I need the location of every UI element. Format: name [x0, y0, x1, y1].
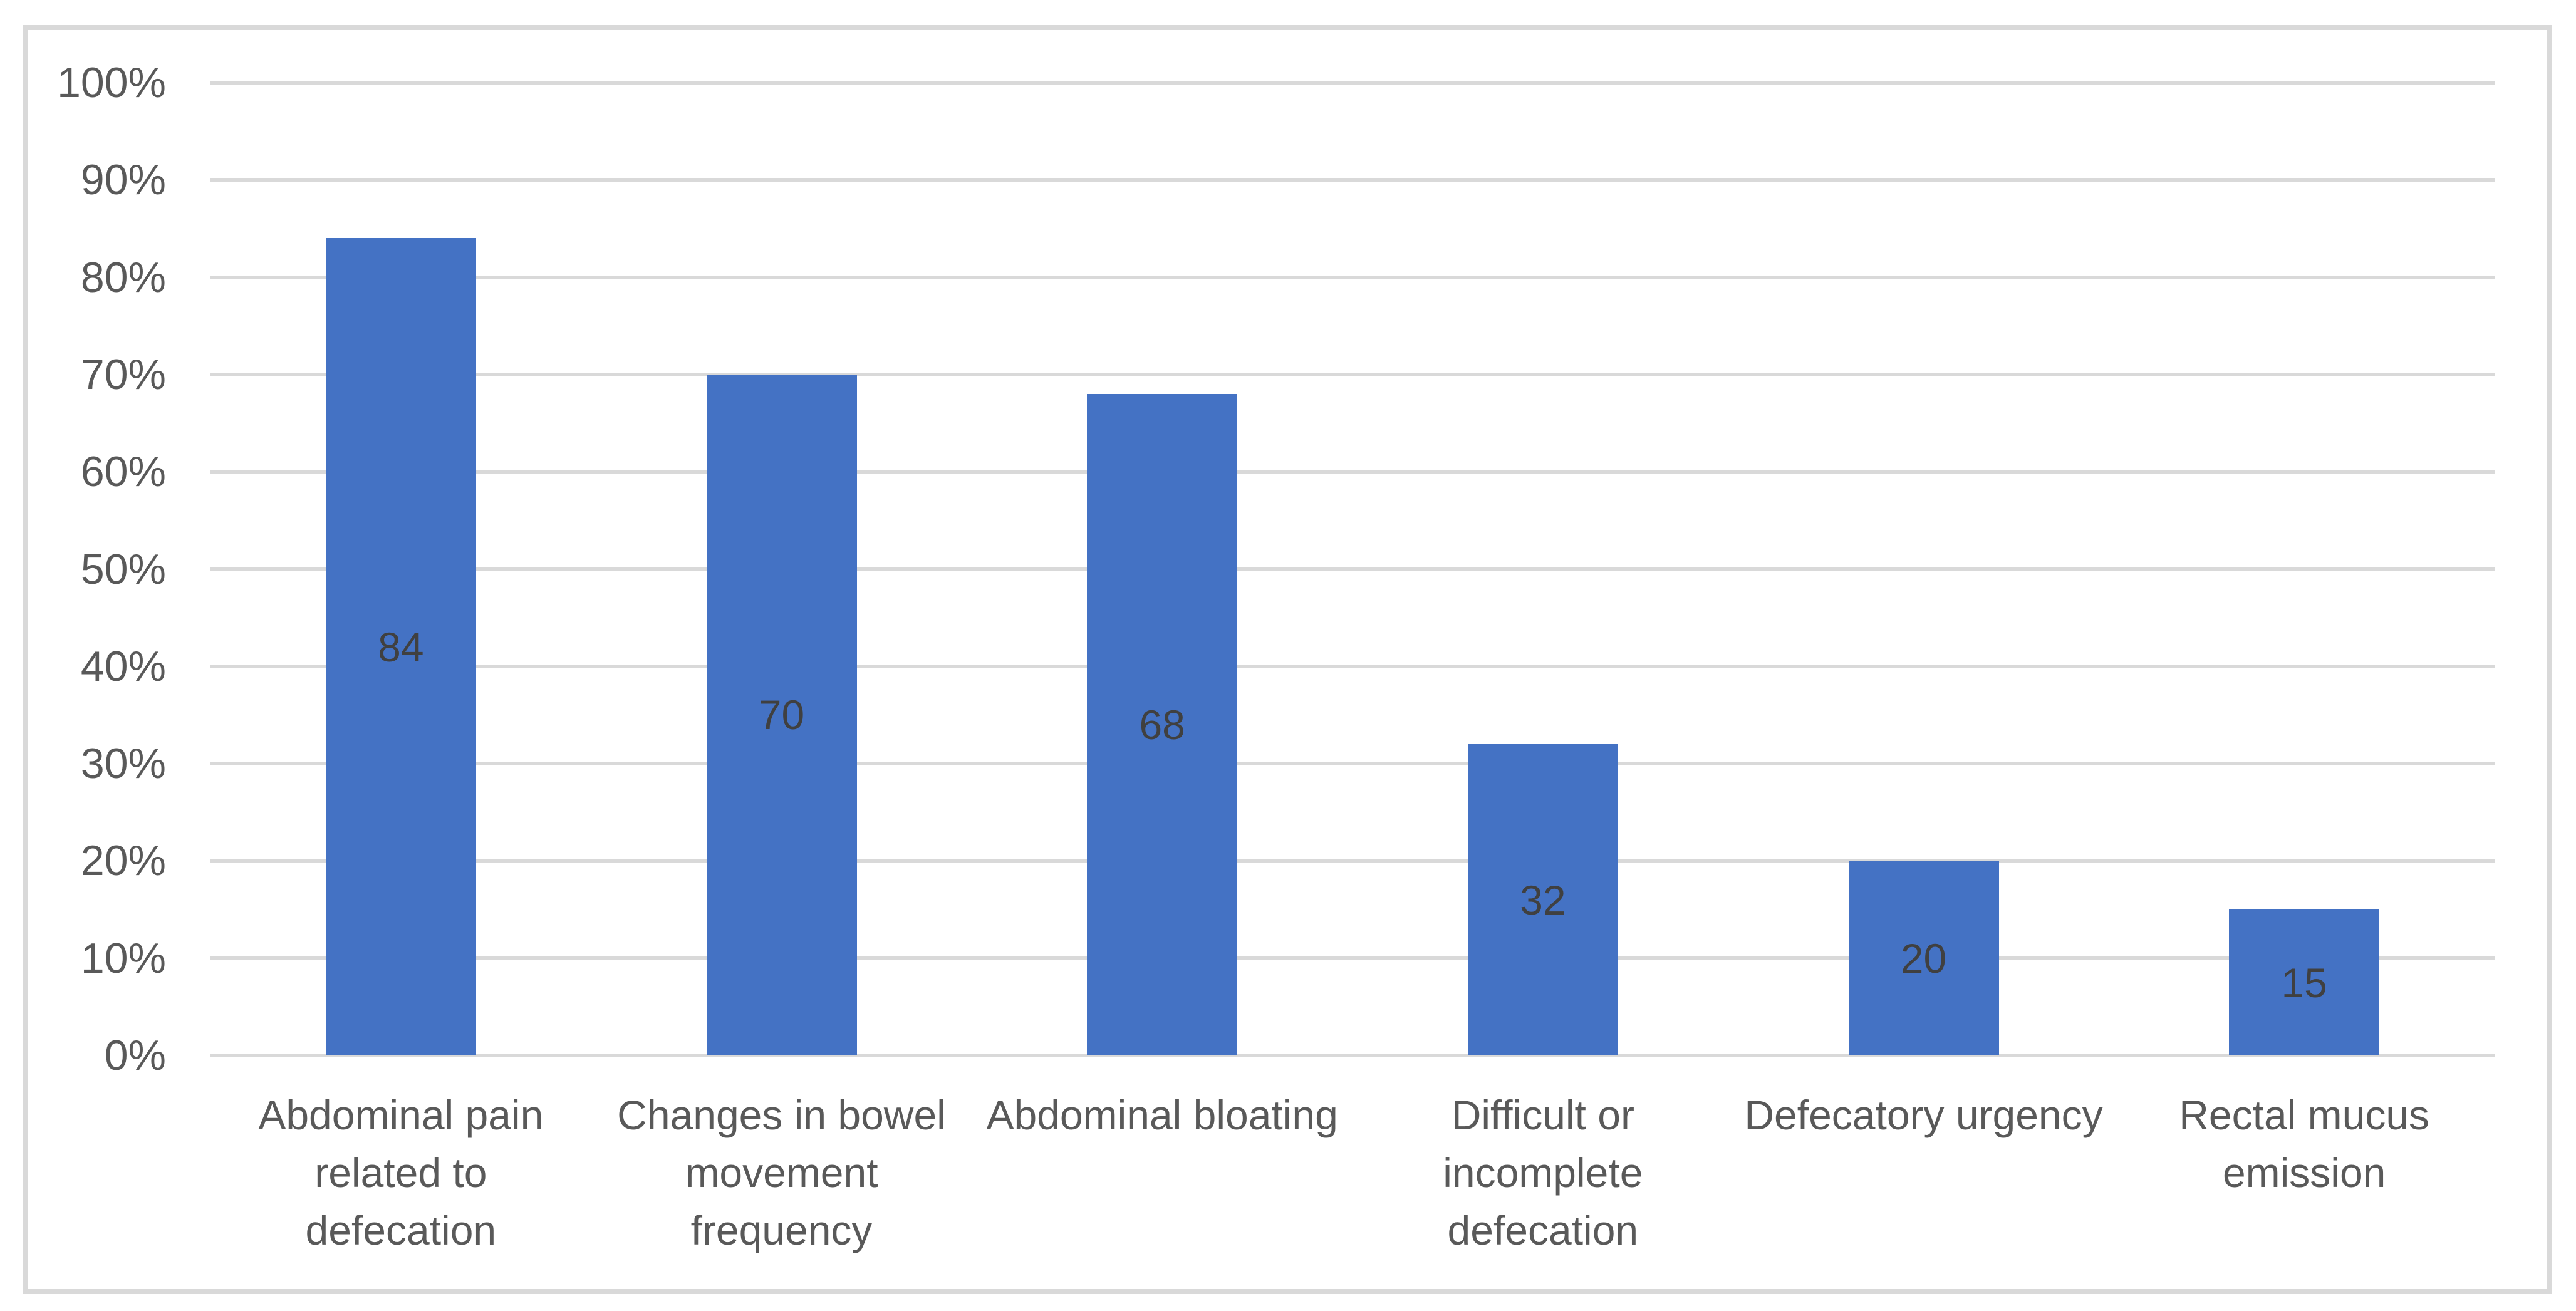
gridline-40 — [210, 664, 2495, 668]
x-axis-label-2: Changes in bowel movement frequency — [617, 1092, 946, 1253]
gridline-60 — [210, 470, 2495, 474]
data-label-3: 68 — [1139, 701, 1185, 748]
data-label-2: 70 — [758, 692, 805, 738]
x-axis-label-4: Difficult or incomplete defecation — [1443, 1092, 1643, 1253]
data-label-5: 20 — [1900, 935, 1947, 982]
y-axis-tick-label-10: 10% — [80, 934, 166, 982]
y-axis-tick-label-20: 20% — [80, 837, 166, 885]
x-axis-label-5: Defecatory urgency — [1744, 1092, 2103, 1138]
bar-1 — [325, 238, 476, 1055]
y-axis-tick-label-90: 90% — [80, 156, 166, 204]
y-axis-tick-label-100: 100% — [57, 59, 166, 106]
bar-6 — [2229, 909, 2380, 1055]
x-axis-label-6: Rectal mucus emission — [2179, 1092, 2430, 1196]
data-label-4: 32 — [1520, 876, 1566, 923]
gridline-20 — [210, 859, 2495, 863]
gridline-0 — [210, 1054, 2495, 1057]
bar-4 — [1467, 744, 1618, 1055]
y-axis-tick-label-0: 0% — [104, 1032, 166, 1079]
gridline-80 — [210, 275, 2495, 279]
gridline-10 — [210, 956, 2495, 960]
y-axis-tick-label-40: 40% — [80, 642, 166, 690]
gridline-100 — [210, 81, 2495, 85]
data-label-1: 84 — [378, 623, 424, 670]
y-axis-tick-label-30: 30% — [80, 740, 166, 788]
gridline-50 — [210, 567, 2495, 571]
bar-5 — [1848, 861, 1999, 1055]
gridline-90 — [210, 178, 2495, 182]
y-axis-tick-label-70: 70% — [80, 350, 166, 398]
y-axis-tick-label-60: 60% — [80, 448, 166, 496]
x-axis-label-3: Abdominal bloating — [986, 1092, 1338, 1138]
data-label-6: 15 — [2281, 959, 2327, 1006]
bar-2 — [706, 374, 857, 1055]
gridline-30 — [210, 762, 2495, 766]
y-axis-tick-label-80: 80% — [80, 253, 166, 301]
x-axis-label-1: Abdominal pain related to defecation — [258, 1092, 544, 1253]
gridline-70 — [210, 372, 2495, 376]
y-axis-tick-label-50: 50% — [80, 545, 166, 593]
bar-3 — [1087, 393, 1238, 1055]
